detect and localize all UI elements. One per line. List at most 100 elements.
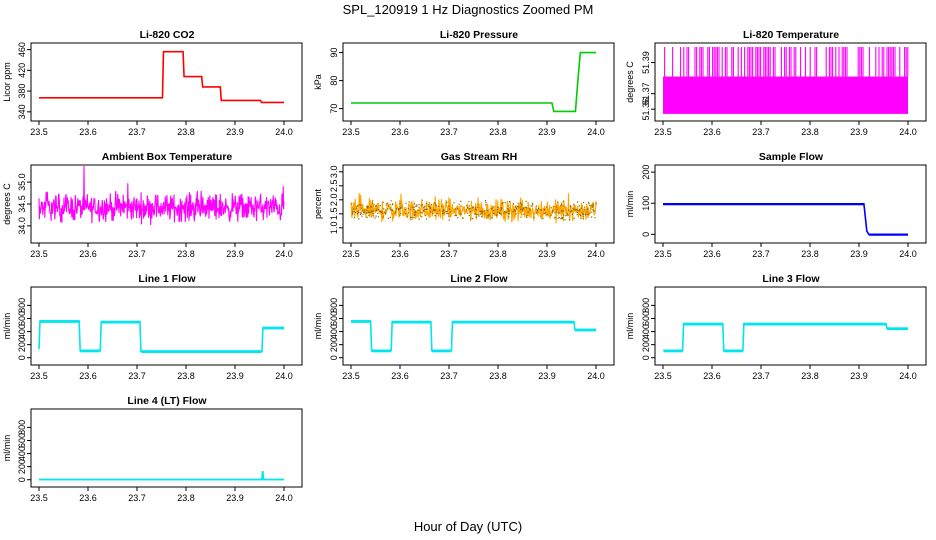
y-tick-label: 200 bbox=[641, 165, 651, 180]
x-tick-label: 23.7 bbox=[440, 127, 458, 137]
series-line bbox=[663, 203, 908, 236]
x-tick-label: 23.6 bbox=[703, 127, 721, 137]
x-tick-label: 23.5 bbox=[342, 249, 360, 259]
series-line bbox=[351, 320, 596, 352]
series-noise-band bbox=[392, 320, 431, 324]
panel-title: Line 1 Flow bbox=[138, 273, 196, 285]
panel-title: Li-820 CO2 bbox=[140, 29, 195, 41]
series-noise-band bbox=[263, 479, 284, 481]
panel-ylabel: degrees C bbox=[625, 61, 635, 103]
series-points bbox=[351, 199, 597, 221]
x-tick-label: 23.9 bbox=[850, 249, 868, 259]
series-noise-band bbox=[101, 320, 140, 324]
x-tick-label: 23.7 bbox=[128, 371, 146, 381]
series-line bbox=[350, 193, 597, 224]
panel-ylabel: ml/min bbox=[625, 313, 635, 340]
plot-frame bbox=[30, 408, 303, 488]
y-tick-label: 100 bbox=[641, 196, 651, 211]
y-tick-label: 2.5 bbox=[329, 180, 339, 193]
x-tick-label: 23.6 bbox=[703, 371, 721, 381]
y-tick-label: 51.36 bbox=[641, 98, 651, 121]
x-tick-label: 23.6 bbox=[391, 249, 409, 259]
y-tick-label: 80 bbox=[329, 76, 339, 86]
series-noise-band bbox=[39, 320, 80, 323]
panel-ylabel: Licor ppm bbox=[2, 62, 12, 102]
series-noise-band bbox=[39, 479, 262, 481]
x-tick-label: 23.9 bbox=[226, 127, 244, 137]
x-tick-label: 23.9 bbox=[226, 371, 244, 381]
panel-ylabel: ml/min bbox=[313, 313, 323, 340]
x-tick-label: 24.0 bbox=[275, 493, 293, 503]
panel-sample-flow: Sample Flow ml/min 23.5 23.6 23.7 23.8 23.9 2… bbox=[625, 151, 927, 259]
series-noise-band bbox=[868, 233, 908, 236]
panel-ylabel: percent bbox=[313, 188, 323, 219]
panel-li820-temperature: Li-820 Temperature degrees C 23.5 23.6 23.… bbox=[625, 29, 927, 137]
x-tick-label: 23.6 bbox=[391, 371, 409, 381]
x-tick-label: 24.0 bbox=[275, 249, 293, 259]
x-tick-label: 23.6 bbox=[79, 249, 97, 259]
y-tick-label: 200 bbox=[641, 337, 651, 352]
panel-title: Line 3 Flow bbox=[762, 273, 820, 285]
y-tick-label: 2.0 bbox=[329, 194, 339, 207]
panel-ylabel: ml/min bbox=[2, 313, 12, 340]
plot-frame bbox=[30, 286, 303, 366]
panel-line-3-flow: Line 3 Flow ml/min 23.5 23.6 23.7 23.8 23.9 2… bbox=[625, 273, 927, 381]
x-tick-label: 23.6 bbox=[703, 249, 721, 259]
panel-title: Line 2 Flow bbox=[450, 273, 508, 285]
series-line bbox=[39, 471, 284, 481]
panel-title: Sample Flow bbox=[759, 151, 824, 163]
series-line bbox=[38, 165, 285, 226]
y-tick-label: 0 bbox=[641, 355, 651, 360]
x-tick-label: 23.8 bbox=[801, 371, 819, 381]
y-tick-label: 420 bbox=[17, 63, 27, 78]
panel-ylabel: degrees C bbox=[2, 183, 12, 225]
y-tick-label: 800 bbox=[329, 298, 339, 313]
x-tick-label: 23.9 bbox=[226, 249, 244, 259]
x-tick-label: 23.5 bbox=[654, 127, 672, 137]
x-tick-label: 24.0 bbox=[899, 249, 917, 259]
series-band bbox=[663, 76, 908, 114]
y-tick-label: 400 bbox=[641, 324, 651, 339]
y-tick-label: 800 bbox=[17, 420, 27, 435]
y-tick-label: 90 bbox=[329, 48, 339, 58]
panel-ylabel: ml/min bbox=[625, 191, 635, 218]
series-noise-band bbox=[262, 326, 284, 330]
y-tick-label: 400 bbox=[329, 324, 339, 339]
x-tick-label: 23.5 bbox=[342, 371, 360, 381]
panel-title: Line 4 (LT) Flow bbox=[127, 395, 207, 407]
y-tick-label: 600 bbox=[17, 433, 27, 448]
series-noise-band bbox=[574, 328, 596, 332]
series-noise-band bbox=[723, 349, 743, 353]
plot-frame bbox=[342, 42, 615, 122]
x-tick-label: 23.8 bbox=[177, 249, 195, 259]
x-tick-label: 24.0 bbox=[587, 371, 605, 381]
series-noise-band bbox=[140, 350, 262, 353]
y-tick-label: 34.5 bbox=[17, 195, 27, 213]
y-tick-label: 3.0 bbox=[329, 166, 339, 179]
x-tick-label: 23.7 bbox=[128, 493, 146, 503]
series-noise-band bbox=[663, 203, 864, 206]
x-tick-label: 23.8 bbox=[801, 249, 819, 259]
x-tick-label: 23.5 bbox=[654, 249, 672, 259]
panel-line-4-lt-flow: Line 4 (LT) Flow ml/min 23.5 23.6 23.7 23.8… bbox=[2, 395, 303, 503]
plot-frame bbox=[342, 164, 615, 244]
y-tick-label: 0 bbox=[17, 355, 27, 360]
series-noise-band bbox=[743, 322, 886, 326]
y-tick-label: 70 bbox=[329, 104, 339, 114]
panel-title: Li-820 Temperature bbox=[743, 29, 839, 41]
x-tick-label: 24.0 bbox=[275, 127, 293, 137]
series-line bbox=[38, 320, 284, 352]
y-tick-label: 0 bbox=[329, 355, 339, 360]
x-tick-label: 23.5 bbox=[342, 127, 360, 137]
x-tick-label: 23.7 bbox=[440, 371, 458, 381]
y-tick-label: 400 bbox=[17, 446, 27, 461]
y-tick-label: 51.37 bbox=[641, 82, 651, 105]
panel-title: Li-820 Pressure bbox=[440, 29, 518, 41]
x-tick-label: 23.9 bbox=[538, 249, 556, 259]
x-tick-label: 23.6 bbox=[79, 493, 97, 503]
series-spikes bbox=[664, 47, 909, 77]
series-noise-band bbox=[886, 327, 908, 331]
y-tick-label: 200 bbox=[17, 459, 27, 474]
x-tick-label: 23.9 bbox=[850, 371, 868, 381]
